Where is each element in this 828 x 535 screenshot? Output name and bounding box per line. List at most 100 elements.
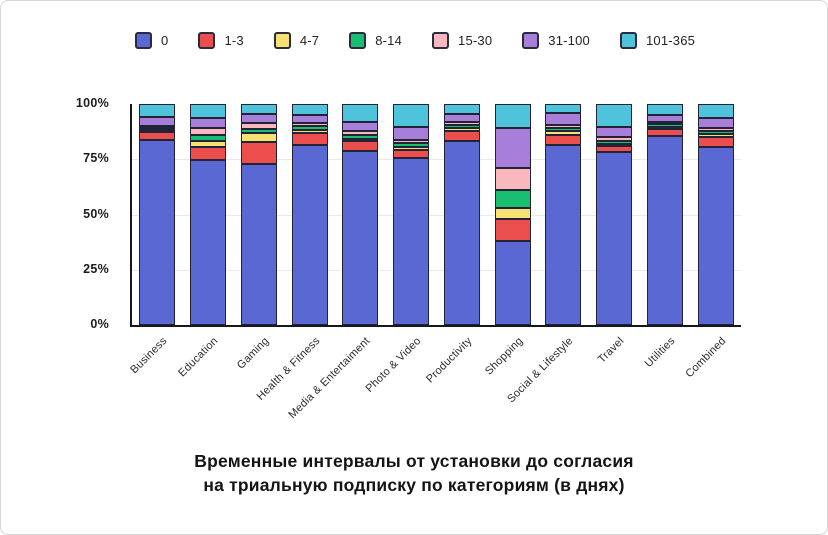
bar-segment-31-100 [342,122,379,131]
bar-segment-31-100 [596,127,633,137]
x-axis-tick-label: Travel [595,335,627,366]
x-axis-tick-label: Productivity [423,335,475,386]
bar-segment-15-30 [494,168,531,190]
bar-segment-4-7 [545,131,582,135]
bar-segment-15-30 [393,140,430,143]
bar-segment-31-100 [697,118,734,128]
bar-segment-15-30 [240,123,277,129]
legend-swatch-icon [619,32,637,49]
bar-segment-15-30 [342,131,379,135]
bar-segment-15-30 [443,122,480,125]
stacked-bar-travel [596,104,633,325]
bar-segment-31-100 [291,115,328,123]
bar-segment-8-14 [291,126,328,130]
bar-segment-31-100 [646,115,683,122]
bar-segment-0 [697,147,734,325]
bar-segment-4-7 [646,127,683,129]
bar-segment-1-3 [697,137,734,147]
x-axis-line [130,325,741,327]
y-axis-tick-label: 100% [75,96,109,110]
legend-swatch-icon [198,32,216,49]
bar-segment-31-100 [190,118,227,128]
stacked-bar-education [190,104,227,325]
bar-segment-1-3 [596,146,633,152]
bar-segment-4-7 [342,139,379,141]
bar-segment-101-365 [342,104,379,122]
bar-segment-0 [139,140,176,325]
legend-swatch-icon [135,32,152,49]
bar-segment-101-365 [596,104,633,127]
x-axis-tick-label: Combined [683,335,729,381]
bar-segment-0 [190,160,227,325]
chart-legend: 0 1-3 4-7 8-14 15-30 31-100 101-365 [135,32,695,49]
legend-item-31-100: 31-100 [522,32,590,49]
legend-label: 101-365 [645,33,696,48]
gridline [132,269,741,271]
x-axis-tick-label: Utilities [642,335,678,370]
legend-item-1-3: 1-3 [198,32,244,49]
bar-segment-101-365 [646,104,683,115]
bar-segment-1-3 [291,133,328,145]
gridline [132,214,741,216]
y-axis-tick-label: 50% [83,206,109,221]
bar-segment-15-30 [545,125,582,128]
bar-segment-31-100 [393,127,430,140]
stacked-bar-photo-video [393,104,430,325]
bar-segment-15-30 [596,137,633,141]
x-axis-tick-label: Photo & Video [363,335,424,395]
legend-item-101-365: 101-365 [619,32,696,49]
legend-item-8-14: 8-14 [349,32,402,49]
chart-title-line-1: Временные интервалы от установки до согл… [194,451,634,471]
gridline [132,159,741,161]
bar-segment-8-14 [545,128,582,131]
bar-segment-101-365 [494,104,531,128]
bar-segment-1-3 [139,132,176,140]
bar-segment-101-365 [190,104,227,118]
legend-label: 4-7 [299,33,320,48]
bar-segment-15-30 [190,128,227,135]
stacked-bar-business [139,104,176,325]
bar-segment-4-7 [291,130,328,133]
bar-segment-1-3 [545,135,582,145]
bar-segment-1-3 [342,141,379,151]
bar-segment-1-3 [393,150,430,158]
bar-segment-0 [646,136,683,325]
bar-segment-101-365 [393,104,430,127]
bar-segment-31-100 [443,114,480,122]
legend-swatch-icon [273,32,291,49]
bar-segment-1-3 [646,129,683,136]
bar-segment-4-7 [494,208,531,219]
legend-label: 8-14 [375,33,403,48]
bar-segment-8-14 [190,135,227,141]
bar-segment-0 [443,141,480,325]
bar-segment-4-7 [596,144,633,146]
bar-segment-101-365 [443,104,480,114]
legend-label: 31-100 [548,33,590,48]
legend-swatch-icon [349,32,367,49]
bar-segment-15-30 [646,122,683,124]
bar-segment-8-14 [596,141,633,144]
bar-segment-31-100 [545,113,582,125]
bar-segment-8-14 [697,131,734,134]
x-axis-tick-label: Education [176,335,221,380]
bar-segment-31-100 [139,117,176,126]
bar-segment-4-7 [139,130,176,132]
legend-label: 15-30 [458,33,493,48]
bar-segment-4-7 [393,147,430,150]
bar-segment-101-365 [545,104,582,113]
legend-label: 0 [161,33,169,48]
stacked-bar-productivity [443,104,480,325]
x-axis-tick-label: Gaming [234,335,272,372]
chart-title-line-2: на триальную подписку по категориям (в д… [203,475,625,495]
bar-segment-1-3 [190,147,227,160]
bar-segment-0 [291,145,328,325]
bar-segment-4-7 [697,134,734,137]
bar-segment-4-7 [443,128,480,131]
bar-segment-0 [393,158,430,325]
bar-segment-101-365 [240,104,277,114]
legend-item-4-7: 4-7 [273,32,320,49]
legend-item-15-30: 15-30 [432,32,492,49]
bar-segment-15-30 [139,126,176,128]
stacked-bar-gaming [240,104,277,325]
